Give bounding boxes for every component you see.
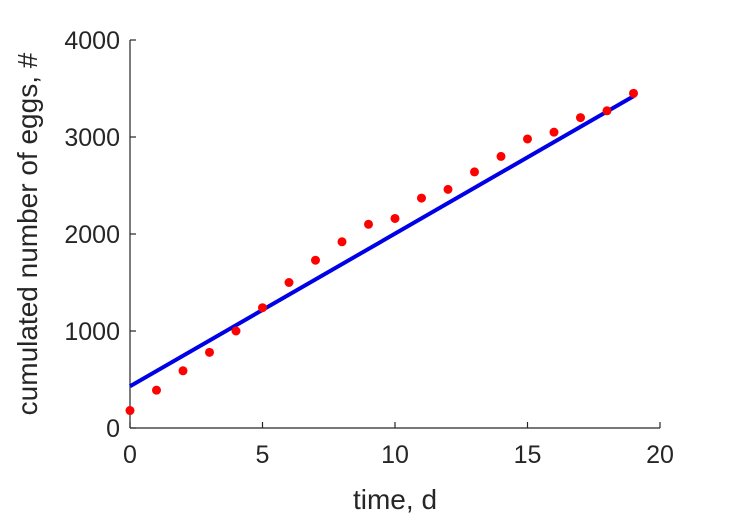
- x-axis-label: time, d: [353, 484, 437, 515]
- data-point: [470, 167, 479, 177]
- data-point: [390, 213, 400, 223]
- data-point: [178, 366, 188, 376]
- series-layer: [125, 88, 638, 416]
- data-point: [337, 237, 347, 247]
- data-point: [311, 255, 320, 265]
- y-tick-label: 0: [106, 415, 120, 443]
- data-point: [496, 151, 506, 161]
- data-point: [125, 406, 135, 416]
- y-tick-label: 4000: [64, 27, 120, 55]
- data-point: [523, 134, 532, 144]
- data-point: [576, 113, 585, 123]
- data-point: [364, 219, 373, 229]
- data-point: [443, 184, 453, 194]
- data-point: [417, 193, 426, 203]
- data-point: [152, 385, 161, 395]
- ticks: 0 5 10 15 20 0 1000 2000 3000 4000: [64, 27, 674, 469]
- y-tick-label: 2000: [64, 221, 120, 249]
- y-tick-label: 3000: [64, 124, 120, 152]
- x-tick-label: 0: [123, 441, 137, 469]
- data-point: [205, 347, 214, 357]
- data-point: [231, 326, 241, 336]
- data-point: [549, 127, 559, 137]
- data-point: [602, 106, 612, 116]
- x-tick-label: 10: [381, 441, 409, 469]
- data-point: [258, 303, 267, 313]
- data-point: [284, 278, 294, 287]
- y-tick-label: 1000: [64, 318, 120, 346]
- data-point: [629, 88, 638, 98]
- x-tick-label: 5: [256, 441, 270, 469]
- fit-line: [129, 94, 635, 389]
- x-tick-label: 20: [646, 441, 674, 469]
- y-axis-label: cumulated number of eggs, #: [12, 52, 43, 415]
- x-tick-label: 15: [514, 441, 542, 469]
